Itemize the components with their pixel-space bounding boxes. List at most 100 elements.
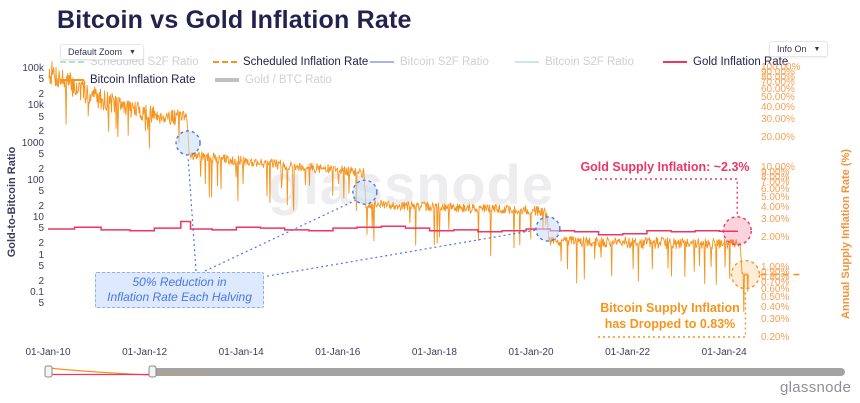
legend-label: Scheduled Inflation Rate xyxy=(243,56,369,68)
chevron-down-icon: ▼ xyxy=(813,45,821,53)
ltick-label: 5 xyxy=(38,148,44,160)
ltick-label: 5 xyxy=(38,298,44,310)
rtick-label: 3.00% xyxy=(761,214,790,226)
halving-annotation-box: 50% Reduction in Inflation Rate Each Hal… xyxy=(95,272,264,308)
legend-item-bitcoin-inflation-rate[interactable]: Bitcoin Inflation Rate xyxy=(60,74,195,86)
rtick-label: 70.00% xyxy=(761,77,795,89)
legend-swatch xyxy=(663,61,687,63)
default-zoom-label: Default Zoom xyxy=(68,47,123,57)
rtick-label: 7.00% xyxy=(761,177,790,189)
legend-swatch xyxy=(60,61,84,63)
xtick-label: 01-Jan-16 xyxy=(315,347,361,358)
legend-label: Gold Inflation Rate xyxy=(693,56,789,68)
halving-marker-circle xyxy=(175,130,201,156)
halving-marker-circle xyxy=(535,216,561,242)
legend-label: Bitcoin S2F Ratio xyxy=(545,56,634,68)
legend-swatch xyxy=(515,61,539,63)
xtick-label: 01-Jan-18 xyxy=(411,347,457,358)
gold-inflation-annotation: Gold Supply Inflation: ~2.3% xyxy=(580,160,750,174)
xtick-label: 01-Jan-10 xyxy=(25,347,71,358)
halving-connector-line xyxy=(204,199,357,272)
bitcoin-end-marker-circle xyxy=(730,259,761,290)
chevron-down-icon: ▼ xyxy=(129,48,136,56)
bitcoin-inflation-line xyxy=(48,61,749,312)
rtick-label: 100.00% xyxy=(761,62,801,73)
page-title: Bitcoin vs Gold Inflation Rate xyxy=(57,6,412,34)
ltick-label: 100 xyxy=(27,174,44,186)
legend-item-bitcoin-s2f-ratio[interactable]: Bitcoin S2F Ratio xyxy=(515,56,634,68)
rtick-label: 50.00% xyxy=(761,92,795,104)
legend-item-gold-btc-ratio[interactable]: Gold / BTC Ratio xyxy=(215,74,332,86)
xtick-label: 01-Jan-20 xyxy=(508,347,554,358)
legend-swatch xyxy=(213,61,237,63)
ltick-label: 10 xyxy=(32,212,44,224)
legend-item-scheduled-inflation-rate[interactable]: Scheduled Inflation Rate xyxy=(213,56,368,68)
gold-annotation-leader xyxy=(595,178,738,217)
ltick-label: 5 xyxy=(38,223,44,235)
legend-label: Gold / BTC Ratio xyxy=(245,74,332,86)
ltick-label: 5 xyxy=(38,260,44,272)
rtick-label: 0.50% xyxy=(761,292,790,304)
legend-swatch xyxy=(370,61,394,63)
legend-swatch xyxy=(60,79,84,81)
ltick-label: 2 xyxy=(38,126,44,138)
navigator-scrollbar[interactable] xyxy=(153,368,845,376)
rtick-label: 4.00% xyxy=(761,201,790,213)
rtick-label: 5.00% xyxy=(761,192,790,204)
rtick-label: 9.00% xyxy=(761,166,790,178)
bitcoin-annotation-line1: Bitcoin Supply Inflation xyxy=(600,301,740,315)
halving-annotation-line2: Inflation Rate Each Halving xyxy=(107,290,252,304)
info-on-label: Info On xyxy=(777,44,807,54)
ltick-label: 2 xyxy=(38,238,44,250)
ltick-label: 5 xyxy=(38,111,44,123)
legend-item-bitcoin-s2f-ratio[interactable]: Bitcoin S2F Ratio xyxy=(370,56,489,68)
right-axis-title: Annual Supply Inflation Rate (%) xyxy=(840,149,852,319)
rtick-label: 60.00% xyxy=(761,84,795,96)
rtick-label: 20.00% xyxy=(761,131,795,143)
navigator-handle-right[interactable] xyxy=(148,365,157,378)
xtick-label: 01-Jan-24 xyxy=(701,347,747,358)
legend-label: Bitcoin Inflation Rate xyxy=(90,74,196,86)
ltick-label: 100k xyxy=(22,63,44,74)
rtick-label: 90.00% xyxy=(761,66,795,78)
bitcoin-inflation-annotation: Bitcoin Supply Inflation has Dropped to … xyxy=(570,300,770,332)
ltick-label: 2 xyxy=(38,275,44,287)
rtick-label: 30.00% xyxy=(761,114,795,126)
gold-end-marker-circle xyxy=(722,216,752,246)
rtick-label: 0.80% xyxy=(761,271,790,283)
ltick-label: 5 xyxy=(38,186,44,198)
ltick-label: 2 xyxy=(38,89,44,101)
ltick-label: 2 xyxy=(38,163,44,175)
navigator-handle-left[interactable] xyxy=(44,365,53,378)
bitcoin-annotation-line2: has Dropped to 0.83% xyxy=(604,317,736,331)
rtick-label: 0.90% xyxy=(761,266,790,278)
rtick-label: 10.00% xyxy=(761,162,795,173)
legend-item-gold-inflation-rate[interactable]: Gold Inflation Rate xyxy=(663,56,788,68)
ltick-label: 1 xyxy=(38,249,44,261)
ltick-label: 2 xyxy=(38,200,44,212)
rtick-label: 2.00% xyxy=(761,231,790,243)
rtick-label: 80.00% xyxy=(761,71,795,83)
ltick-label: 10k xyxy=(27,100,44,112)
halving-annotation-line1: 50% Reduction in xyxy=(132,275,227,289)
rtick-label: 1.00% xyxy=(761,262,790,273)
legend-label: Bitcoin S2F Ratio xyxy=(400,56,489,68)
info-on-dropdown[interactable]: Info On ▼ xyxy=(769,41,829,57)
ltick-label: 1000 xyxy=(21,137,44,149)
rtick-label: 0.40% xyxy=(761,301,790,313)
xtick-label: 01-Jan-14 xyxy=(218,347,264,358)
halving-connector-line xyxy=(187,156,197,272)
glassnode-watermark: glassnode xyxy=(268,153,554,216)
rtick-label: 40.00% xyxy=(761,101,795,113)
rtick-label: 8.00% xyxy=(761,171,790,183)
rtick-label: 0.70% xyxy=(761,277,790,289)
xtick-label: 01-Jan-12 xyxy=(122,347,168,358)
rtick-label: 0.20% xyxy=(761,331,790,343)
ltick-label: 0.1 xyxy=(30,286,44,298)
legend-swatch xyxy=(215,78,239,82)
default-zoom-dropdown[interactable]: Default Zoom ▼ xyxy=(60,44,144,60)
rtick-label: 0.30% xyxy=(761,314,790,326)
halving-marker-circle xyxy=(352,179,378,205)
